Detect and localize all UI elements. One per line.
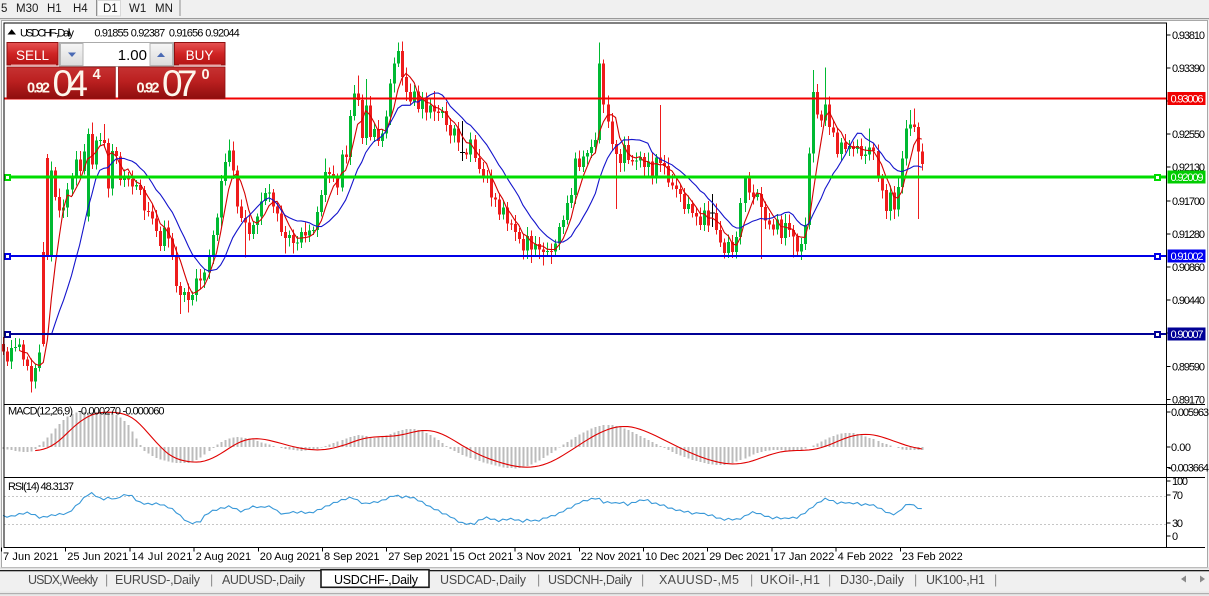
svg-text:USDCHF-,Daily: USDCHF-,Daily bbox=[20, 28, 75, 40]
svg-text:0: 0 bbox=[202, 67, 210, 83]
svg-text:7 Jun 2021: 7 Jun 2021 bbox=[3, 551, 59, 563]
svg-text:15 Oct 2021: 15 Oct 2021 bbox=[452, 551, 513, 563]
svg-text:2 Aug 2021: 2 Aug 2021 bbox=[196, 551, 252, 563]
svg-text:|: | bbox=[537, 573, 540, 587]
svg-text:1.00: 1.00 bbox=[118, 47, 147, 64]
svg-text:0.93390: 0.93390 bbox=[1172, 63, 1205, 75]
svg-text:USDCNH-,Daily: USDCNH-,Daily bbox=[548, 573, 633, 587]
svg-text:0.90440: 0.90440 bbox=[1172, 295, 1205, 307]
svg-text:|: | bbox=[641, 573, 644, 587]
svg-text:30: 30 bbox=[1172, 518, 1183, 530]
svg-text:27 Sep 2021: 27 Sep 2021 bbox=[388, 551, 449, 563]
svg-text:0.91280: 0.91280 bbox=[1172, 229, 1205, 241]
svg-text:4: 4 bbox=[93, 67, 101, 83]
svg-text:UKOil-,H1: UKOil-,H1 bbox=[760, 573, 820, 587]
svg-text:M30: M30 bbox=[16, 3, 38, 15]
svg-text:0.92: 0.92 bbox=[137, 81, 160, 97]
svg-text:0.91700: 0.91700 bbox=[1172, 196, 1205, 208]
svg-text:70: 70 bbox=[1172, 490, 1183, 502]
svg-text:|: | bbox=[828, 573, 831, 587]
svg-text:0.92550: 0.92550 bbox=[1172, 129, 1205, 141]
svg-text:BUY: BUY bbox=[186, 48, 214, 63]
svg-text:0.92009: 0.92009 bbox=[1171, 172, 1204, 184]
svg-text:USDCAD-,Daily: USDCAD-,Daily bbox=[440, 573, 527, 587]
svg-text:3 Nov 2021: 3 Nov 2021 bbox=[517, 551, 573, 563]
svg-text:25 Jun 2021: 25 Jun 2021 bbox=[67, 551, 128, 563]
svg-text:0.91656: 0.91656 bbox=[169, 28, 204, 40]
svg-text:29 Dec 2021: 29 Dec 2021 bbox=[709, 551, 770, 563]
svg-text:0.92: 0.92 bbox=[27, 81, 50, 97]
svg-text:0.91002: 0.91002 bbox=[1171, 251, 1204, 263]
svg-text:D1: D1 bbox=[103, 3, 118, 15]
svg-text:-0.000060: -0.000060 bbox=[123, 406, 165, 418]
svg-text:8 Sep 2021: 8 Sep 2021 bbox=[324, 551, 380, 563]
svg-text:0.93006: 0.93006 bbox=[1171, 94, 1204, 106]
svg-text:USDX,Weekly: USDX,Weekly bbox=[28, 573, 99, 587]
svg-text:4 Feb 2022: 4 Feb 2022 bbox=[838, 551, 894, 563]
svg-text:0.90860: 0.90860 bbox=[1172, 262, 1205, 274]
svg-text:EURUSD-,Daily: EURUSD-,Daily bbox=[115, 573, 201, 587]
svg-text:0.93810: 0.93810 bbox=[1172, 30, 1205, 42]
svg-text:100: 100 bbox=[1172, 476, 1188, 488]
svg-text:0.00: 0.00 bbox=[1171, 442, 1191, 454]
svg-text:10 Dec 2021: 10 Dec 2021 bbox=[645, 551, 706, 563]
svg-text:07: 07 bbox=[162, 63, 198, 104]
svg-text:AUDUSD-,Daily: AUDUSD-,Daily bbox=[222, 573, 306, 587]
svg-text:17 Jan 2022: 17 Jan 2022 bbox=[773, 551, 834, 563]
svg-text:W1: W1 bbox=[129, 3, 146, 15]
svg-text:|: | bbox=[994, 573, 997, 587]
svg-text:USDCHF-,Daily: USDCHF-,Daily bbox=[334, 573, 419, 587]
svg-text:RSI(14) 48.3137: RSI(14) 48.3137 bbox=[8, 481, 74, 493]
svg-text:MACD(12,26,9): MACD(12,26,9) bbox=[8, 406, 73, 418]
svg-text:0.92044: 0.92044 bbox=[205, 28, 240, 40]
svg-text:-0.000270: -0.000270 bbox=[78, 406, 121, 418]
svg-text:UK100-,H1: UK100-,H1 bbox=[926, 573, 985, 587]
svg-text:-0.003664: -0.003664 bbox=[1168, 463, 1209, 475]
svg-text:14 Jul 2021: 14 Jul 2021 bbox=[131, 551, 192, 563]
svg-text:|: | bbox=[914, 573, 917, 587]
svg-text:5: 5 bbox=[1, 3, 7, 15]
svg-text:H4: H4 bbox=[73, 3, 88, 15]
svg-text:0: 0 bbox=[1172, 531, 1178, 543]
svg-text:0.91855: 0.91855 bbox=[94, 28, 128, 40]
svg-text:MN: MN bbox=[155, 3, 173, 15]
svg-text:20 Aug 2021: 20 Aug 2021 bbox=[260, 551, 321, 563]
svg-text:|: | bbox=[210, 573, 213, 587]
svg-text:SELL: SELL bbox=[16, 48, 50, 63]
svg-text:|: | bbox=[750, 573, 753, 587]
svg-text:04: 04 bbox=[53, 63, 89, 104]
svg-text:H1: H1 bbox=[47, 3, 62, 15]
svg-text:0.005963: 0.005963 bbox=[1171, 407, 1209, 419]
svg-text:0.89590: 0.89590 bbox=[1172, 362, 1205, 374]
svg-text:0.89170: 0.89170 bbox=[1172, 395, 1205, 407]
svg-text:|: | bbox=[105, 573, 108, 587]
svg-text:23 Feb 2022: 23 Feb 2022 bbox=[902, 551, 963, 563]
svg-text:22 Nov 2021: 22 Nov 2021 bbox=[581, 551, 642, 563]
svg-text:0.92387: 0.92387 bbox=[131, 28, 166, 40]
svg-text:DJ30-,Daily: DJ30-,Daily bbox=[840, 573, 905, 587]
svg-text:XAUUSD-,M5: XAUUSD-,M5 bbox=[659, 573, 739, 587]
svg-text:0.90007: 0.90007 bbox=[1171, 329, 1204, 341]
